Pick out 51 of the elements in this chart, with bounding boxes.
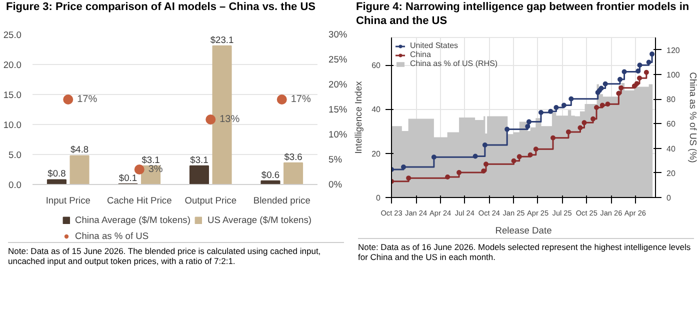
y2-tick-label: 30% — [328, 30, 348, 40]
y2-tick-label: 60 — [666, 120, 676, 129]
y-tick-label: 60 — [372, 61, 382, 70]
x-tick-label: Blended price — [253, 196, 310, 206]
y2-tick-label: 20 — [666, 168, 676, 178]
y2-tick-label: 40 — [666, 144, 676, 154]
y2-tick-label: 10% — [328, 130, 348, 140]
data-label: $3.1 — [142, 154, 160, 165]
y2-tick-label: 15% — [328, 104, 348, 114]
data-label: $0.8 — [48, 168, 66, 179]
y-tick-label: 10.0 — [3, 120, 22, 130]
y-axis-title: Intelligence Index — [354, 80, 364, 154]
legend-label: United States — [410, 41, 458, 50]
data-label: $4.8 — [70, 144, 89, 155]
y-tick-label: 0.0 — [8, 180, 22, 190]
data-label: 17% — [290, 94, 311, 105]
y-tick-label: 20.0 — [3, 60, 22, 70]
x-tick-label: Cache Hit Price — [106, 196, 172, 206]
y-tick-label: 5.0 — [8, 150, 22, 160]
y2-tick-label: 100 — [666, 70, 680, 80]
y2-tick-label: 20% — [328, 80, 348, 90]
y2-axis-title: China as % of US (%) — [688, 72, 698, 163]
y2-tick-label: 0 — [666, 194, 672, 202]
y2-tick-label: 80 — [666, 95, 676, 104]
chart-title: Figure 4: Narrowing intelligence gap between frontier models in China and the US — [356, 0, 690, 28]
y-tick-label: 20 — [372, 149, 382, 158]
data-label: $3.6 — [284, 152, 302, 162]
data-label: 17% — [77, 94, 98, 105]
data-label: $23.1 — [210, 34, 234, 45]
chart-title: Figure 3: Price comparison of AI models – China vs. the US — [6, 0, 316, 14]
legend-label: US Average ($/M tokens) — [207, 215, 312, 225]
y-tick-label: 15.0 — [3, 90, 22, 100]
y2-tick-label: 5% — [328, 154, 342, 164]
data-label: $0.1 — [118, 172, 138, 183]
text: Note: Data as of 16 June 2026. Models selected represent the highest intelligence levels for China and the US in each month. — [358, 242, 692, 262]
y-tick-label: 25.0 — [3, 30, 22, 40]
legend-label: China — [410, 50, 431, 59]
text: Note: Data as of 15 June 2026. The blended price is calculated using cached input, uncached input and output token prices, with a ratio of 7:2:1. — [8, 246, 322, 266]
x-tick-label: Input Price — [46, 196, 90, 206]
legend-label: China Average ($/M tokens) — [75, 215, 190, 225]
data-label: $3.1 — [190, 154, 208, 165]
y2-tick-label: 25% — [328, 54, 348, 64]
x-axis-title: Release Date — [495, 226, 552, 236]
legend-label: China as % of US — [75, 231, 149, 241]
y-tick-label: 40 — [372, 105, 382, 114]
x-tick-label: Output Price — [184, 196, 237, 206]
y2-tick-label: 120 — [666, 46, 680, 55]
y2-tick-label: 0% — [328, 180, 342, 190]
legend-label: China as % of US (RHS) — [410, 59, 498, 68]
data-label: $0.6 — [261, 170, 280, 180]
y-tick-label: 0 — [376, 194, 382, 202]
